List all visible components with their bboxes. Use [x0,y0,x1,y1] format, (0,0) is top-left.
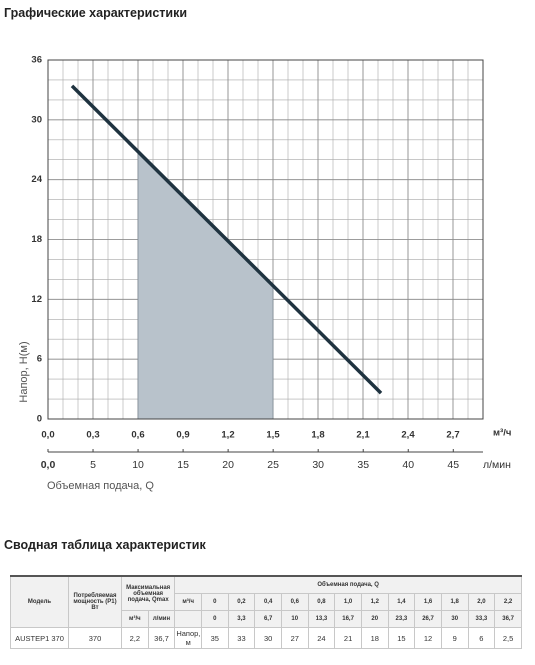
table-cell [174,610,202,628]
x-tick-label: 0,0 [41,430,54,441]
table-cell: 0,4 [254,593,282,611]
x-tick-label: 0,9 [176,430,189,441]
performance-line [70,84,383,395]
y-tick-label: 12 [31,294,42,305]
x2-tick-label: 20 [222,459,234,471]
table-cell: 10 [280,610,309,628]
table-cell: 15 [387,627,416,649]
table-cell: м³/ч [174,593,202,611]
table-cell: л/мин [147,610,176,628]
table-cell: 2,2 [121,627,149,649]
table-cell: 370 [68,627,122,649]
table-cell: 9 [440,627,469,649]
table-cell: м³/ч [121,610,149,628]
x2-tick-label: 10 [132,459,144,471]
table-cell: 18 [360,627,389,649]
summary-table: Модель Потребляемая мощность (Р1) Вт Макси… [10,575,522,649]
x2-unit: л/мин [483,459,511,471]
table-row: Модель Потребляемая мощность (Р1) Вт Макси… [10,575,522,628]
table-cell: 30 [440,610,469,628]
table-cell: 27 [280,627,309,649]
y-tick-label: 6 [37,354,42,365]
plot-border [47,59,484,420]
table-cell: 24 [307,627,336,649]
table-cell: 2,5 [494,627,522,649]
table-cell: 0 [200,610,229,628]
table-cell: Напор, м [174,627,202,649]
table-cell: 2,0 [467,593,496,611]
x-unit: м³/ч [493,428,511,439]
table-cell: 13,3 [307,610,336,628]
y-tick-label: 36 [31,55,42,66]
table-cell: 2,2 [494,593,522,611]
x-tick-label: 1,5 [266,430,280,441]
table-cell: Модель [10,575,69,628]
table-cell: 1,4 [387,593,416,611]
table-row: м³/ч 0 0,2 0,4 0,6 0,8 1,0 1,2 1,4 1,6 1,8 2,0 2,2 [11,593,522,611]
table-cell: Максимальная объемная подача, Qmax [120,575,176,611]
table-cell: 0,8 [307,593,336,611]
y-axis-label: Напор, H(м) [18,341,30,402]
y-tick-label: 18 [31,234,42,245]
table-cell: 0,2 [227,593,256,611]
x-tick-label: 0,6 [131,430,144,441]
x2-tick-label: 25 [267,459,279,471]
table-cell: 26,7 [414,610,442,628]
table-cell: 16,7 [334,610,362,628]
table-cell: 30 [254,627,282,649]
table-row: AUSTEP1 370 370 2,2 36,7 Напор, м 35 33 30 27 24 2… [10,627,522,649]
x2-tick-label: 45 [447,459,459,471]
table-cell: 1,2 [360,593,389,611]
x-tick-label: 2,4 [401,430,415,441]
chart: 0,0 0,3 0,6 0,9 1,2 1,5 1,8 2,1 2,4 2,7 0 6 12 18 24 30… [18,55,511,492]
x2-tick-label: 0,0 [41,459,56,471]
x-axis-label: Объемная подача, Q [47,480,154,492]
table-cell: Потребляемая мощность (Р1) Вт [68,575,122,628]
table-cell: 36,7 [147,627,176,649]
y-tick-label: 24 [31,174,42,185]
table-cell: 12 [414,627,442,649]
table-cell: 0,6 [280,593,309,611]
table-cell: 6,7 [254,610,282,628]
table-cell: 3,3 [227,610,256,628]
table-cell: 33 [227,627,256,649]
table-row: м³/ч л/мин 0 3,3 6,7 10 13,3 16,7 20 23,3 26,7 30 33… [11,610,522,628]
y-tick-label: 30 [31,114,42,125]
table-cell: 1,8 [440,593,469,611]
table-cell: 23,3 [387,610,416,628]
x-tick-label: 1,8 [311,430,324,441]
x2-tick-label: 5 [90,459,96,471]
x-tick-label: 0,3 [86,430,99,441]
table-title: Сводная таблица характеристик [4,538,206,552]
table-cell: 6 [467,627,496,649]
y-tick-label: 0 [37,414,42,425]
table-cell: 35 [200,627,229,649]
table-cell: 21 [334,627,362,649]
table-cell: 0 [200,593,229,611]
table-cell: 1,0 [334,593,362,611]
x-tick-label: 1,2 [221,430,234,441]
x-tick-label: 2,7 [446,430,459,441]
table-cell: Объемная подача, Q [174,575,522,594]
x2-tick-label: 35 [357,459,369,471]
x2-tick-label: 15 [177,459,189,471]
chart-title: Графические характеристики [4,6,188,20]
table-cell: AUSTEP1 370 [10,627,69,649]
x2-tick-label: 40 [402,459,414,471]
table-cell: 36,7 [494,610,522,628]
table-cell: 1,6 [414,593,442,611]
x-tick-label: 2,1 [356,430,370,441]
table-cell: 20 [360,610,389,628]
table-cell: 33,3 [467,610,496,628]
x2-tick-label: 30 [312,459,324,471]
